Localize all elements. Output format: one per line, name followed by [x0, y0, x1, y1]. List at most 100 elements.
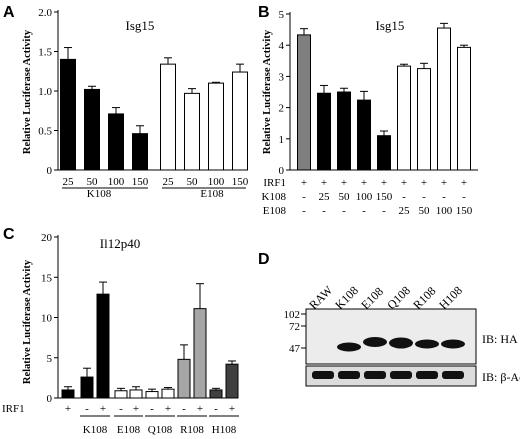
blot-label-ha: IB: HA — [482, 332, 518, 346]
chart-panel-b: Isg15 Relative Luciferase Activity 0 1 2 3 4… — [262, 9, 478, 217]
x-tick-label: 150 — [132, 176, 149, 188]
group-label: K108 — [83, 424, 108, 436]
bar — [61, 389, 75, 399]
blot-actin-band-raw — [312, 371, 334, 379]
blot-actin-band-h108 — [442, 371, 464, 379]
y-tick-label: 1.5 — [38, 47, 52, 59]
bar — [145, 391, 159, 399]
y-tick-label: 2 — [279, 103, 285, 115]
bar — [357, 99, 371, 171]
table-cell: - — [442, 191, 446, 203]
bar — [209, 389, 223, 399]
bar — [160, 63, 176, 171]
blot-marker-72: 72 — [289, 321, 300, 333]
y-tick-label: 3 — [279, 71, 285, 83]
table-cell: - — [322, 205, 326, 217]
bar — [96, 293, 110, 399]
y-tick-label: 1 — [279, 134, 285, 146]
irf1-sign: - — [150, 403, 154, 415]
bar — [193, 308, 207, 399]
y-tick-label: 0 — [47, 165, 53, 177]
bar — [114, 390, 128, 399]
y-tick-label: 1.0 — [38, 86, 52, 98]
bar — [377, 135, 391, 171]
bar — [297, 34, 311, 171]
panel-label-c: C — [3, 226, 15, 243]
blot-ha-band-q108 — [389, 337, 413, 349]
table-cell: 50 — [419, 205, 431, 217]
bar — [161, 388, 175, 399]
blot-lane-q108: Q108 — [384, 283, 413, 312]
table-cell: - — [402, 191, 406, 203]
y-tick-label: 20 — [41, 232, 53, 244]
y-tick-label: 0 — [279, 165, 285, 177]
table-cell: - — [302, 205, 306, 217]
irf1-sign: - — [85, 403, 89, 415]
table-cell: - — [342, 205, 346, 217]
chart-a-ylabel: Relative Luciferase Activity — [22, 29, 33, 154]
chart-b-title: Isg15 — [376, 18, 405, 33]
table-cell: + — [461, 177, 467, 189]
y-tick-label: 10 — [41, 313, 53, 325]
table-row-label: E108 — [263, 205, 287, 217]
table-cell: 50 — [339, 191, 351, 203]
group-label: H108 — [212, 424, 237, 436]
y-tick-label: 15 — [41, 272, 53, 284]
blot-lane-k108: K108 — [332, 283, 361, 312]
table-cell: + — [421, 177, 427, 189]
x-tick-label: 50 — [187, 176, 199, 188]
table-cell: + — [441, 177, 447, 189]
bar — [417, 68, 431, 171]
bar — [437, 27, 451, 171]
table-cell: 100 — [356, 191, 373, 203]
chart-a-group-k108: K108 — [87, 188, 112, 200]
table-cell: + — [321, 177, 327, 189]
table-cell: + — [401, 177, 407, 189]
table-cell: 150 — [376, 191, 393, 203]
table-cell: 100 — [436, 205, 453, 217]
irf1-sign: + — [165, 403, 171, 415]
table-cell: + — [301, 177, 307, 189]
blot-ha-band-k108 — [337, 342, 361, 352]
bar — [129, 389, 143, 399]
blot-label-actin: IB: β-Actin — [482, 370, 520, 384]
group-label: Q108 — [148, 424, 173, 436]
blot-lane-raw: RAW — [306, 283, 335, 312]
x-tick-label: 100 — [208, 176, 225, 188]
blot-actin-band-r108 — [416, 371, 438, 379]
blot-actin-band-q108 — [390, 371, 412, 379]
bar — [132, 133, 148, 171]
panel-label-b: B — [258, 4, 270, 21]
western-blot: RAW K108 E108 Q108 R108 H108 102 72 47 I… — [284, 283, 520, 387]
bar — [337, 91, 351, 171]
chart-c-title: Il12p40 — [100, 236, 140, 251]
blot-ha-band-r108 — [415, 339, 439, 349]
chart-panel-a: Isg15 Relative Luciferase Activity K108 … — [22, 7, 249, 200]
x-tick-label: 25 — [163, 176, 175, 188]
bar — [317, 92, 331, 171]
y-tick-label: 5 — [47, 353, 53, 365]
bar — [80, 376, 94, 399]
blot-ha-band-e108 — [363, 337, 387, 347]
chart-b-ylabel: Relative Luciferase Activity — [262, 29, 273, 154]
bar — [457, 46, 471, 171]
y-tick-label: 4 — [279, 40, 285, 52]
chart-c-irf1-label: IRF1 — [2, 403, 25, 415]
x-tick-label: 25 — [63, 176, 75, 188]
bar — [232, 71, 248, 171]
y-tick-label: 0.5 — [38, 126, 52, 138]
x-tick-label: 100 — [108, 176, 125, 188]
table-cell: + — [361, 177, 367, 189]
irf1-sign: - — [119, 403, 123, 415]
chart-c-ylabel: Relative Luciferase Activity — [22, 259, 33, 384]
table-cell: 25 — [319, 191, 331, 203]
x-tick-label: 50 — [87, 176, 99, 188]
irf1-sign: + — [100, 403, 106, 415]
panel-label-a: A — [3, 4, 15, 21]
group-label: E108 — [117, 424, 141, 436]
bar — [177, 358, 191, 399]
bar — [84, 88, 100, 171]
bar — [208, 82, 224, 171]
irf1-sign: - — [182, 403, 186, 415]
